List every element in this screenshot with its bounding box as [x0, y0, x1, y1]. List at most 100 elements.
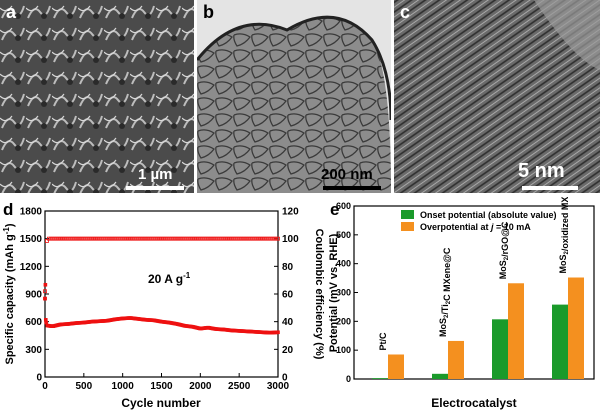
- coulombic-efficiency-point: [101, 236, 106, 241]
- hrtem-texture: [394, 0, 600, 193]
- coulombic-efficiency-point: [66, 236, 71, 241]
- coulombic-efficiency-point: [62, 236, 67, 241]
- onset-bar: [552, 304, 568, 379]
- coulombic-efficiency-point: [83, 236, 88, 241]
- coulombic-efficiency-point: [239, 236, 244, 241]
- coulombic-efficiency-point: [272, 236, 277, 241]
- coulombic-efficiency-point: [136, 236, 141, 241]
- coulombic-efficiency-point: [246, 236, 251, 241]
- coulombic-efficiency-point: [235, 236, 240, 241]
- coulombic-efficiency-point: [128, 236, 133, 241]
- overpotential-bar: [448, 340, 464, 379]
- coulombic-efficiency-point: [274, 236, 278, 241]
- coulombic-efficiency-point: [198, 236, 203, 241]
- coulombic-efficiency-point: [231, 236, 236, 241]
- capacity-point: [276, 330, 280, 335]
- coulombic-efficiency-point: [163, 236, 168, 241]
- coulombic-efficiency-point: [107, 236, 111, 241]
- overpotential-bar: [568, 277, 584, 379]
- coulombic-efficiency-point: [217, 236, 222, 241]
- tem-image-panel-b: b 200 nm: [197, 0, 391, 193]
- x-tick-label-d: 2000: [189, 381, 212, 392]
- panel-letter-a: a: [6, 2, 17, 22]
- scale-bar-c: [522, 186, 578, 190]
- coulombic-efficiency-point: [204, 236, 209, 241]
- sem-image-panel-a: a 1 µm: [0, 0, 194, 193]
- onset-bar: [372, 378, 388, 379]
- coulombic-efficiency-point: [126, 236, 131, 241]
- coulombic-efficiency-point: [50, 236, 55, 241]
- category-label: MoS2/rGO@C: [498, 221, 510, 279]
- coulombic-efficiency-point: [276, 236, 280, 241]
- electrocatalyst-bar-chart: e 0 100 200 300 400 500 600 Pt/C MoS2/Ti2C MXen…: [328, 197, 595, 410]
- coulombic-efficiency-point: [68, 236, 73, 241]
- coulombic-efficiency-point: [173, 236, 177, 241]
- coulombic-efficiency-point: [184, 236, 189, 241]
- plot-frame-d: [44, 210, 279, 378]
- coulombic-efficiency-point: [103, 236, 108, 241]
- coulombic-efficiency-point: [215, 236, 220, 241]
- coulombic-efficiency-point: [45, 239, 49, 243]
- y-tick-label-d: 1800: [20, 207, 43, 218]
- category-label: Pt/C: [378, 332, 388, 351]
- coulombic-efficiency-point: [70, 236, 75, 241]
- coulombic-efficiency-point: [78, 236, 82, 241]
- coulombic-efficiency-point: [56, 236, 61, 241]
- y2-tick-label-d: 40: [282, 317, 294, 328]
- coulombic-efficiency-point: [48, 236, 53, 241]
- y2-tick-label-d: 0: [282, 373, 288, 384]
- coulombic-efficiency-point: [132, 236, 137, 241]
- coulombic-efficiency-point: [116, 236, 121, 241]
- x-tick-label-d: 0: [42, 381, 48, 392]
- coulombic-efficiency-point: [46, 236, 51, 241]
- coulombic-efficiency-point: [157, 236, 162, 241]
- coulombic-efficiency-point: [171, 236, 176, 241]
- y-tick-label-d: 900: [25, 290, 42, 301]
- coulombic-efficiency-point: [245, 236, 249, 241]
- coulombic-efficiency-point: [188, 236, 193, 241]
- x-axis-label-e: Electrocatalyst: [431, 396, 516, 410]
- coulombic-efficiency-point: [144, 236, 148, 241]
- onset-bar: [492, 319, 508, 379]
- coulombic-efficiency-point: [186, 236, 191, 241]
- coulombic-efficiency-point: [130, 236, 135, 241]
- legend: Onset potential (absolute value) Overpot…: [401, 210, 557, 232]
- y-tick-label-d: 0: [36, 373, 42, 384]
- coulombic-efficiency-point: [219, 236, 224, 241]
- x-tick-label-d: 1500: [150, 381, 173, 392]
- tem-texture: [197, 15, 391, 193]
- coulombic-efficiency-point: [194, 236, 199, 241]
- coulombic-efficiency-point: [140, 236, 144, 241]
- coulombic-efficiency-point: [210, 236, 214, 241]
- coulombic-efficiency-point: [134, 236, 139, 241]
- x-tick-label-d: 1000: [112, 381, 135, 392]
- y-tick-label-e: 300: [336, 288, 351, 298]
- y-tick-label-e: 400: [336, 259, 351, 269]
- coulombic-efficiency-point: [138, 236, 143, 241]
- x-tick-label-d: 3000: [267, 381, 290, 392]
- scale-label-b: 200 nm: [321, 166, 373, 183]
- coulombic-efficiency-point: [243, 236, 247, 241]
- capacity-point: [43, 296, 47, 301]
- coulombic-efficiency-point: [264, 236, 269, 241]
- coulombic-efficiency-point: [52, 236, 57, 241]
- coulombic-efficiency-point: [76, 236, 80, 241]
- capacity-point: [44, 320, 48, 325]
- rate-annotation: 20 A g-1: [148, 271, 191, 286]
- x-tick-label-d: 2500: [228, 381, 251, 392]
- coulombic-efficiency-point: [212, 236, 216, 241]
- y2-axis-label-d: Coulombic efficiency (%): [313, 229, 325, 360]
- coulombic-efficiency-point: [58, 236, 63, 241]
- coulombic-efficiency-point: [105, 236, 110, 241]
- hrtem-image-panel-c: c 5 nm: [394, 0, 600, 193]
- y2-tick-label-d: 20: [282, 345, 294, 356]
- y2-tick-label-d: 120: [282, 207, 299, 218]
- scale-bar-b: [323, 186, 381, 190]
- coulombic-efficiency-point: [213, 236, 218, 241]
- coulombic-efficiency-point: [113, 236, 117, 241]
- coulombic-efficiency-point: [192, 236, 197, 241]
- y-tick-label-d: 300: [25, 345, 42, 356]
- coulombic-efficiency-point: [120, 236, 125, 241]
- coulombic-efficiency-point: [169, 236, 174, 241]
- coulombic-efficiency-point: [79, 236, 84, 241]
